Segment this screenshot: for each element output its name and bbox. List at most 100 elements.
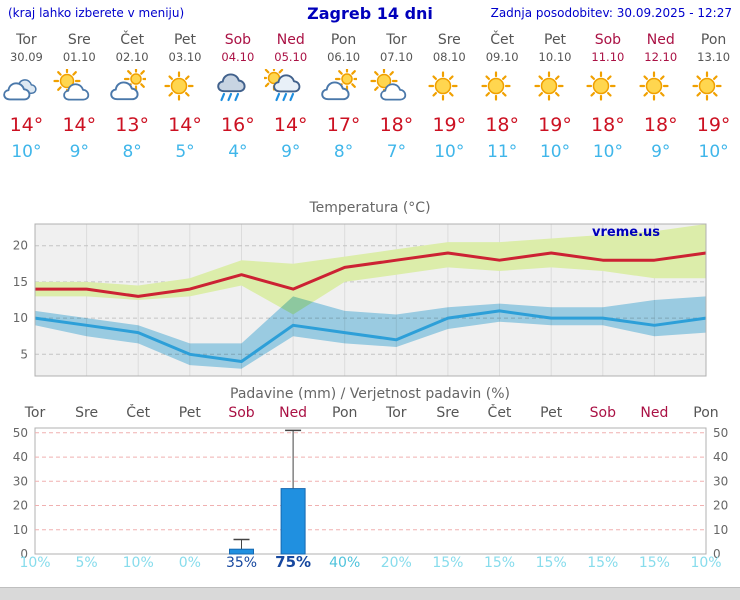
temp-min: 7° [386, 142, 407, 162]
precip-probability: 20% [381, 555, 412, 570]
temp-max: 17° [326, 114, 361, 136]
precip-day-label: Ned [279, 405, 307, 421]
day-name: Pet [173, 32, 197, 48]
temp-max-range-band [35, 224, 706, 315]
precip-day-label: Čet [488, 404, 512, 421]
precip-ytick-right: 20 [713, 499, 728, 513]
day-date: 12.10 [644, 50, 678, 64]
forecast-day-05.10[interactable]: Ned 05.10 14° 9° [264, 32, 317, 162]
forecast-day-06.10[interactable]: Pon 06.10 17° 8° [317, 32, 370, 162]
day-name: Sob [224, 32, 252, 48]
precipitation-chart-title: Padavine (mm) / Verjetnost padavin (%) [230, 386, 510, 402]
temp-max: 18° [591, 114, 625, 136]
precip-plot-bg [34, 427, 707, 555]
precip-day-label: Pon [693, 405, 718, 421]
day-name: Ned [276, 32, 305, 48]
forecast-day-11.10[interactable]: Sob 11.10 18° 10° [581, 32, 634, 162]
temp-min: 11° [487, 142, 518, 162]
temp-min: 10° [698, 142, 729, 162]
day-name: Ned [646, 32, 675, 48]
forecast-day-10.10[interactable]: Pet 10.10 19° 10° [529, 32, 582, 162]
precip-probability: 15% [432, 555, 463, 570]
partly-cloudy-icon [53, 69, 106, 109]
temp-min: 9° [651, 142, 671, 162]
temp-min-line [34, 309, 707, 363]
forecast-day-02.10[interactable]: Čet 02.10 13° 8° [106, 32, 159, 162]
forecast-day-13.10[interactable]: Pon 13.10 19° 10° [687, 32, 740, 162]
precip-ytick-right: 50 [713, 426, 728, 440]
precip-day-label: Pet [540, 405, 563, 421]
day-name: Čet [490, 32, 515, 48]
forecast-day-04.10[interactable]: Sob 04.10 16° 4° [211, 32, 264, 162]
forecast-strip: Tor 30.09 14° 10° Sre 01.10 14° 9° Čet 02.10 13° 8°… [0, 32, 740, 162]
day-date: 02.10 [115, 50, 149, 64]
forecast-day-07.10[interactable]: Tor 07.10 18° 7° [370, 32, 423, 162]
sunny-icon [423, 69, 476, 109]
day-date: 05.10 [274, 50, 308, 64]
day-date: 03.10 [168, 50, 202, 64]
temp-max: 14° [273, 114, 308, 136]
mostly-cloudy-icon [106, 69, 159, 109]
precip-probability: 10% [690, 555, 721, 570]
precip-ytick-left: 10 [13, 523, 28, 537]
temp-max: 18° [379, 114, 414, 136]
precip-day-label: Ned [640, 405, 668, 421]
precip-day-label: Sre [75, 405, 98, 421]
precip-probability: 5% [75, 555, 97, 570]
temp-max: 19° [432, 114, 467, 136]
temp-min-range-band [35, 296, 706, 369]
temp-min: 4° [228, 142, 248, 162]
page-title: Zagreb 14 dni [307, 4, 433, 23]
temperature-chart-title: Temperatura (°C) [309, 200, 431, 216]
temp-max: 14° [168, 114, 202, 136]
precip-bar [280, 488, 306, 555]
day-name: Pon [700, 32, 727, 48]
rain-icon [211, 69, 264, 109]
temp-min: 9° [281, 142, 301, 162]
temp-max-line [35, 251, 707, 298]
day-date: 01.10 [62, 50, 96, 64]
day-date: 04.10 [221, 50, 255, 64]
temp-min: 10° [11, 142, 42, 162]
precip-ytick-left: 30 [13, 474, 28, 488]
day-name: Sre [67, 32, 91, 48]
precip-day-label: Sob [590, 405, 616, 421]
temp-max: 14° [62, 114, 97, 136]
precip-probability: 75% [275, 553, 311, 570]
cloudy-icon [0, 69, 53, 109]
menu-hint: (kraj lahko izberete v meniju) [8, 6, 185, 20]
precip-ytick-left: 40 [13, 450, 28, 464]
partly-cloudy-icon [370, 69, 423, 109]
temp-max: 14° [9, 114, 44, 136]
forecast-day-01.10[interactable]: Sre 01.10 14° 9° [53, 32, 106, 162]
day-date: 09.10 [485, 50, 519, 64]
temp-min: 10° [539, 142, 571, 162]
forecast-day-03.10[interactable]: Pet 03.10 14° 5° [159, 32, 212, 162]
day-name: Tor [386, 32, 407, 48]
temp-min: 10° [434, 142, 465, 162]
precip-ytick-left: 50 [13, 426, 28, 440]
precipitation-chart: 0 0 10 10 20 20 30 30 40 40 50 50 Tor Sre Čet Pet Sob Ned… [13, 404, 729, 570]
forecast-day-30.09[interactable]: Tor 30.09 14° 10° [0, 32, 53, 162]
temp-min: 8° [333, 142, 354, 162]
precip-day-label: Pon [332, 405, 357, 421]
mostly-cloudy-icon [317, 69, 370, 109]
day-date: 10.10 [538, 50, 572, 64]
precip-day-label: Tor [385, 405, 407, 421]
precip-day-label: Tor [24, 405, 46, 421]
precip-probability: 0% [179, 555, 201, 570]
precip-probability: 15% [484, 555, 515, 570]
temp-ytick-label: 15 [13, 275, 28, 289]
forecast-day-08.10[interactable]: Sre 08.10 19° 10° [423, 32, 476, 162]
day-name: Pet [544, 32, 567, 48]
sunny-icon [529, 69, 582, 109]
day-name: Sob [594, 32, 622, 48]
precip-probability: 15% [639, 555, 670, 570]
temp-max: 18° [643, 114, 678, 136]
day-date: 07.10 [379, 50, 413, 64]
forecast-day-09.10[interactable]: Čet 09.10 18° 11° [476, 32, 529, 162]
last-updated: Zadnja posodobitev: 30.09.2025 - 12:27 [490, 6, 732, 20]
sunny-icon [159, 69, 212, 109]
forecast-day-12.10[interactable]: Ned 12.10 18° 9° [634, 32, 687, 162]
precip-ytick-right: 30 [713, 474, 728, 488]
